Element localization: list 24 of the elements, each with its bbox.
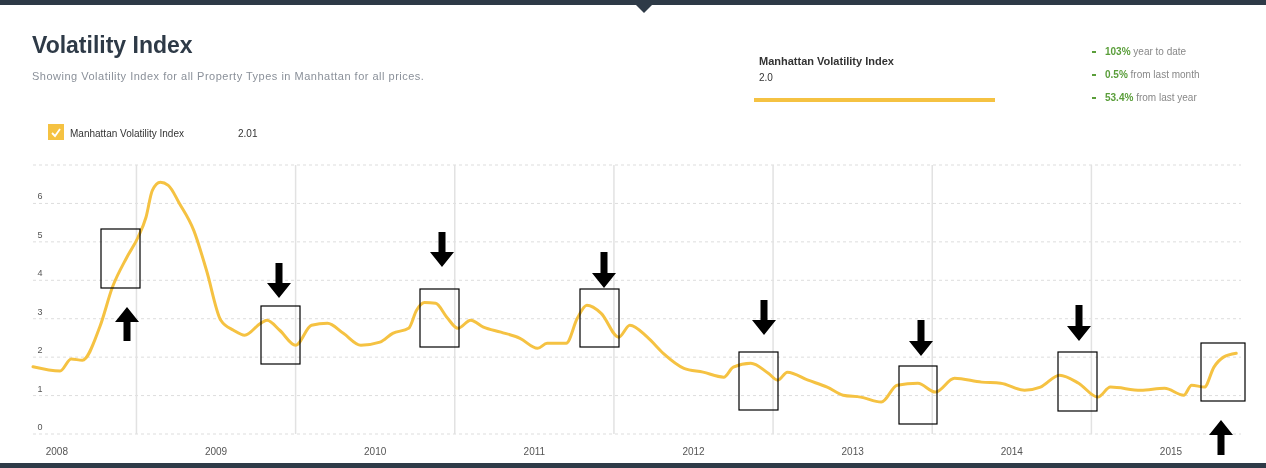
x-tick-label: 2008 <box>45 446 69 457</box>
x-tick-label: 2012 <box>682 446 706 457</box>
x-tick-label: 2009 <box>204 446 228 457</box>
text: 2.0 <box>759 72 774 83</box>
text: Manhattan Volatility Index <box>759 55 895 67</box>
y-tick-label: 6 <box>37 191 43 202</box>
text: 2.01 <box>238 128 258 139</box>
text: 103% year to date <box>1105 46 1187 57</box>
chart-subtitle: Showing Volatility Index for all Property Types in Manhattan for all prices. <box>32 70 425 82</box>
chart-title: Volatility Index <box>32 32 193 58</box>
x-tick-label: 2011 <box>523 446 546 457</box>
y-tick-label: 5 <box>37 229 43 240</box>
y-tick-label: 3 <box>37 306 43 317</box>
y-tick-label: 1 <box>37 383 43 394</box>
x-tick-label: 2014 <box>1000 446 1024 457</box>
x-tick-label: 2013 <box>841 446 865 457</box>
x-tick-label: 2015 <box>1159 446 1183 457</box>
y-tick-label: 0 <box>37 422 43 432</box>
text: 53.4% from last year <box>1105 92 1198 103</box>
x-tick-label: 2010 <box>364 446 387 457</box>
text: 0.5% from last month <box>1105 69 1200 80</box>
legend-label: Manhattan Volatility Index <box>70 128 184 139</box>
y-tick-label: 4 <box>37 268 43 279</box>
y-tick-label: 2 <box>37 345 43 356</box>
